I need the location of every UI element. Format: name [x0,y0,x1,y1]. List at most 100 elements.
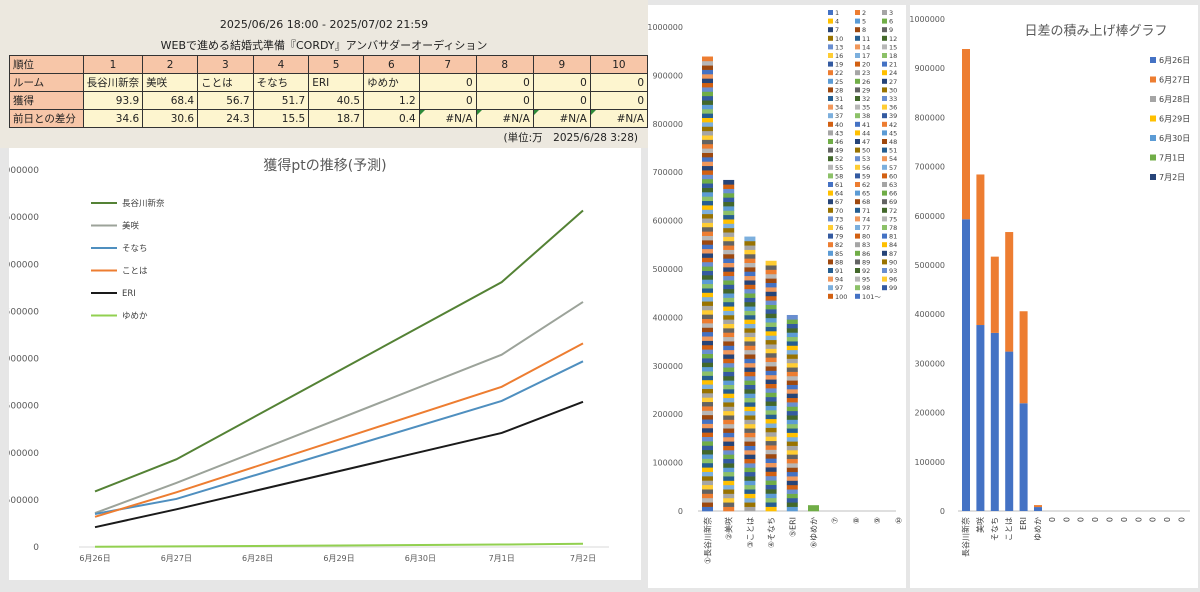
legend-label: 32 [862,95,870,103]
bar-segment [702,318,713,324]
bar-segment [765,335,777,341]
stacked-bar-chart-panel: 0 100000 200000 300000 400000 500000 600000 700… [647,5,906,588]
room-cell: 0 [589,73,649,92]
bar-segment [723,384,735,390]
bar-segment [765,352,777,358]
diff-cell: 34.6 [82,109,144,128]
x-tick-label: ⑤ERI [788,517,797,537]
legend-label: 95 [862,276,870,284]
bar-segment [744,471,756,477]
bar-segment [702,506,713,512]
room-cell: そなち [252,73,310,92]
legend-label: 18 [889,52,897,60]
bar-segment [786,428,798,433]
legend-swatch [882,70,887,76]
bar-segment [702,384,713,389]
legend-swatch [882,61,887,67]
bar-segment [744,432,756,438]
legend-label: 93 [889,267,897,275]
line-chart: 獲得ptの推移(予測) 0 500000 1000000 1500000 2000000… [0,157,609,563]
legend-swatch [828,61,833,67]
unit-note: (単位:万 2025/6/28 3:28) [503,132,639,144]
legend-swatch [855,61,860,67]
legend-label: 38 [862,112,870,120]
diff-cell: 15.5 [252,109,310,128]
legend-label: 85 [835,250,843,258]
bar-segment [702,454,713,459]
points-cell: 0 [475,91,534,110]
bar-segment [744,240,756,246]
diff-cell: #N/A [418,109,477,128]
bar-segment [744,497,756,503]
bar-segment [702,187,713,193]
legend-label: 94 [835,276,843,284]
bar-segment [786,410,798,416]
bar-segment [786,423,798,429]
bar-segment [962,49,970,220]
bar-segment [723,428,735,433]
legend-swatch [855,182,860,187]
legend-swatch [882,27,887,33]
bar-segment [744,454,756,460]
legend-swatch [855,104,860,110]
bar-segment [702,126,713,132]
bar-segment [702,502,713,507]
bar-segment [723,323,735,329]
bar-segment [702,480,713,486]
y-tick-label: 800000 [914,113,945,122]
bar-segment [702,104,713,110]
bar-segment [744,293,756,298]
x-tick-label: 6月26日 [79,554,110,563]
legend-swatch [882,250,887,256]
bar-segment [765,462,777,468]
bar-segment [702,209,713,215]
bar-segment [744,245,756,250]
y-tick-label: 600000 [914,212,945,221]
legend-swatch [828,35,833,41]
legend-label: 89 [862,258,870,266]
legend-swatch [855,130,860,136]
y-tick-label: 0 [678,507,683,516]
legend-swatch [828,113,833,119]
bar-segment [702,419,713,424]
bar-segment [702,95,713,101]
points-cell: 0 [418,91,477,110]
bar-segment [723,193,735,198]
bar-segment [744,402,756,407]
y-tick-label: 2000000 [9,355,39,365]
bar-segment [744,314,756,320]
bar-segment [702,445,713,451]
bar-segment [723,367,735,372]
x-tick-label: 0 [1134,517,1143,522]
y-tick-label: 3500000 [9,213,39,223]
bar-segment [990,256,999,333]
bar-segment [702,353,713,359]
legend-label: 6月26日 [1159,56,1190,65]
bar-segment [765,269,777,275]
bar-segment [786,367,798,372]
legend-swatch [828,27,833,33]
bar-segment [744,301,756,307]
bar-segment [702,279,713,285]
legend-label: 62 [862,181,870,189]
x-tick-label: ④そなち [767,517,776,548]
legend-label: 41 [862,121,870,129]
legend-label: 74 [862,215,870,223]
bar-segment [723,436,735,442]
bar-segment [702,82,713,88]
legend-swatch [855,53,860,58]
bar-segment [765,453,777,459]
legend-label: 37 [835,112,843,120]
points-cell: 51.7 [252,91,310,110]
bar-segment [744,236,756,242]
bar-segment [1034,507,1042,511]
legend-swatch [828,121,833,127]
legend-label: 10 [835,35,843,43]
bar-segment [723,197,735,203]
y-tick-label: 200000 [652,410,683,419]
bar-segment [744,297,756,303]
bar-segment [808,505,819,512]
legend-label: 12 [889,35,897,43]
legend-swatch [828,139,833,144]
bar-segment [744,397,756,403]
